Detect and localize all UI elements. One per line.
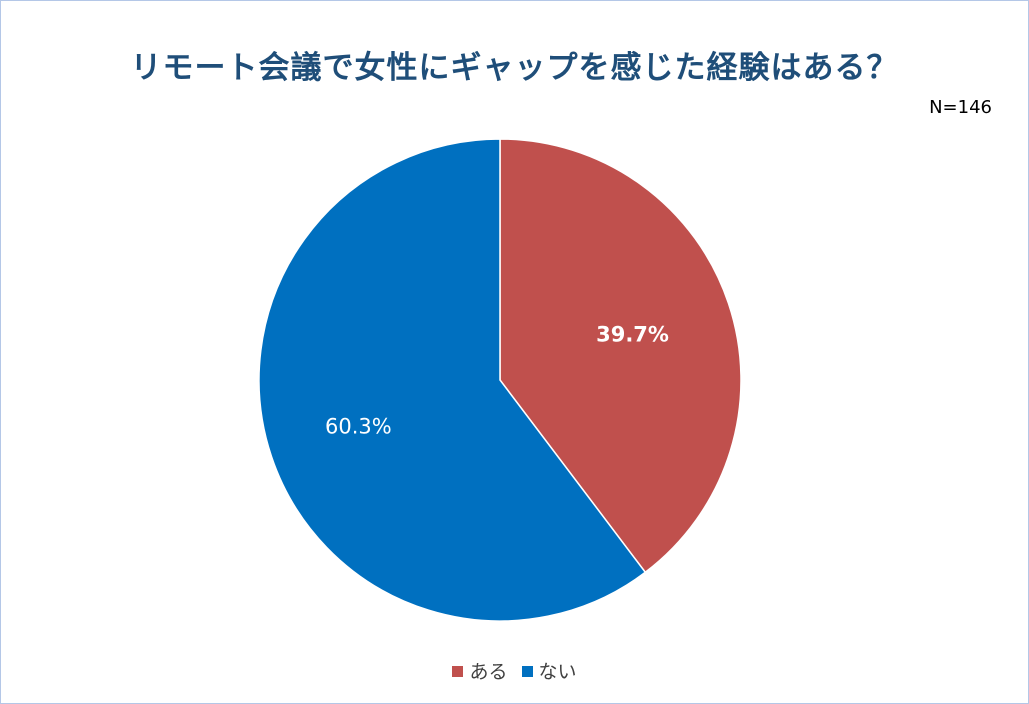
pie-slices <box>258 138 742 622</box>
chart-title: リモート会議で女性にギャップを感じた経験はある？ <box>130 50 899 86</box>
legend: ある ない <box>0 657 1029 684</box>
legend-item-nai: ない <box>521 657 577 684</box>
legend-swatch-aru <box>452 666 464 677</box>
data-label-aru: 39.7% <box>596 323 669 347</box>
legend-swatch-nai <box>521 666 533 677</box>
pie-slice-nai <box>258 138 647 622</box>
data-label-nai: 60.3% <box>325 415 392 439</box>
pie-data-labels: 39.7% 60.3% <box>325 323 669 439</box>
legend-item-aru: ある <box>452 657 507 684</box>
legend-label-aru: ある <box>469 661 508 683</box>
legend-label-nai: ない <box>538 661 577 683</box>
sample-size-label: N=146 <box>929 97 992 118</box>
pie-slice-aru <box>499 138 742 574</box>
